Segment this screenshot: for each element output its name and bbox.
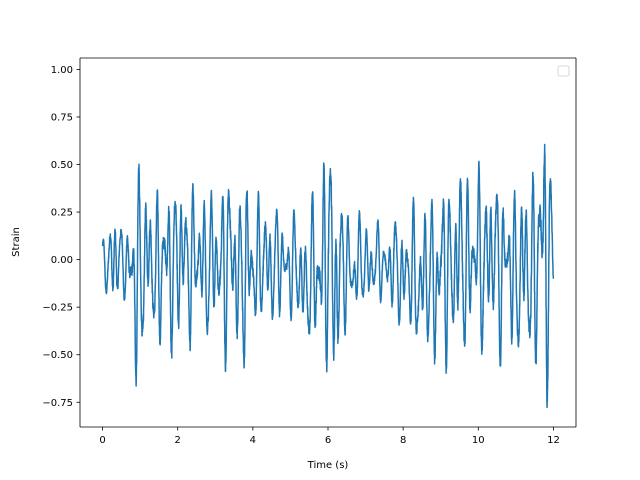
y-axis-label: Strain xyxy=(11,227,22,257)
x-tick-label: 12 xyxy=(547,435,560,446)
y-tick-label: 0.25 xyxy=(51,208,73,219)
x-tick-label: 2 xyxy=(175,435,181,446)
y-tick-label: 0.75 xyxy=(51,112,73,123)
x-tick-label: 6 xyxy=(325,435,331,446)
y-tick-label: 1.00 xyxy=(51,65,73,76)
y-tick-label: −0.75 xyxy=(42,398,73,409)
x-tick-label: 10 xyxy=(472,435,485,446)
ticks-layer: 0 2 4 6 8 10 12 −0.75 −0.50 −0.25 0.00 0.25 0.50 0.75… xyxy=(42,65,559,446)
x-tick-label: 0 xyxy=(99,435,105,446)
series-layer xyxy=(101,143,555,409)
y-tick-label: 0.50 xyxy=(51,160,73,171)
x-tick-label: 4 xyxy=(250,435,256,446)
legend-box xyxy=(557,65,570,77)
x-axis-label: Time (s) xyxy=(307,460,349,471)
y-tick-label: −0.50 xyxy=(42,350,73,361)
y-tick-label: −0.25 xyxy=(42,303,73,314)
series-line-0 xyxy=(101,143,555,409)
y-tick-label: 0.00 xyxy=(51,255,73,266)
x-tick-label: 8 xyxy=(400,435,406,446)
